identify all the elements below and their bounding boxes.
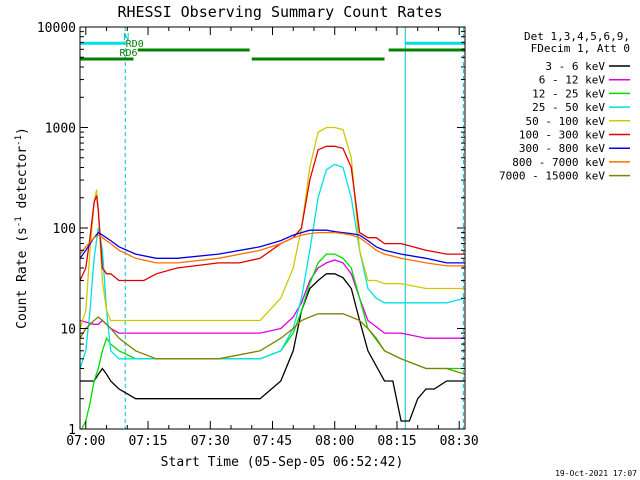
y-tick-label-3: 1000 xyxy=(45,122,76,137)
y-axis-label: Count Rate (s-1 detector-1) xyxy=(14,127,30,329)
series-layer xyxy=(80,126,465,429)
flag-label-0: N xyxy=(123,32,129,43)
footer-date: 19-Oct-2021 17:07 xyxy=(555,469,637,478)
series-line-3 xyxy=(80,163,465,369)
x-tick-label-6: 08:30 xyxy=(440,434,479,449)
x-axis-ticks: 07:00 07:15 07:30 07:45 08:00 08:15 08:30 xyxy=(66,27,479,449)
legend-label-1: 6 - 12 keV xyxy=(539,74,606,87)
flag-label-1: RD0 xyxy=(126,39,144,50)
x-tick-label-4: 08:00 xyxy=(315,434,354,449)
x-tick-label-2: 07:30 xyxy=(191,434,230,449)
x-axis-label: Start Time (05-Sep-05 06:52:42) xyxy=(161,455,404,470)
y-tick-label-4: 10000 xyxy=(37,21,76,36)
series-line-8 xyxy=(80,313,465,375)
x-tick-label-5: 08:15 xyxy=(377,434,416,449)
series-line-0 xyxy=(80,273,465,422)
x-tick-label-0: 07:00 xyxy=(66,434,105,449)
legend-label-2: 12 - 25 keV xyxy=(532,87,605,100)
series-line-4 xyxy=(80,126,465,329)
legend-label-5: 100 - 300 keV xyxy=(519,129,605,142)
series-line-7 xyxy=(80,231,465,267)
vertical-markers xyxy=(80,27,464,429)
plot-frame xyxy=(79,26,466,430)
legend-label-8: 7000 - 15000 keV xyxy=(499,170,605,183)
series-line-6 xyxy=(80,229,465,264)
series-line-5 xyxy=(80,145,465,282)
legend-label-0: 3 - 6 keV xyxy=(545,60,605,73)
legend-label-7: 800 - 7000 keV xyxy=(512,156,605,169)
y-tick-label-2: 100 xyxy=(53,222,76,237)
y-axis-ticks: 1 10 100 1000 10000 xyxy=(37,21,465,438)
y-tick-label-1: 10 xyxy=(60,323,76,338)
y-tick-label-0: 1 xyxy=(68,423,76,438)
legend-label-4: 50 - 100 keV xyxy=(526,115,606,128)
x-tick-label-3: 07:45 xyxy=(253,434,292,449)
legend-label-6: 300 - 800 keV xyxy=(519,142,605,155)
legend-header-line-2: FDecim 1, Att 0 xyxy=(531,42,630,55)
legend: Det 1,3,4,5,6,9, FDecim 1, Att 0 3 - 6 k… xyxy=(499,30,630,183)
legend-header-line-1: Det 1,3,4,5,6,9, xyxy=(524,30,630,43)
legend-label-3: 25 - 50 keV xyxy=(532,101,605,114)
series-line-1 xyxy=(80,259,465,339)
x-tick-label-1: 07:15 xyxy=(128,434,167,449)
chart-title: RHESSI Observing Summary Count Rates xyxy=(117,3,442,21)
flag-label-2: RD6 xyxy=(120,48,138,59)
